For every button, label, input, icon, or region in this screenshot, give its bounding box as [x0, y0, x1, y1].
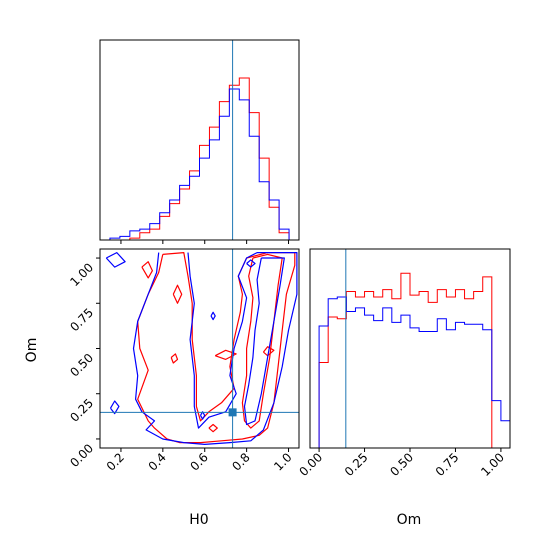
red-contour-3	[141, 261, 153, 279]
contour-xtick-label: 0.2	[104, 450, 127, 473]
contour-xtick-label: 0.8	[229, 450, 252, 473]
contour-xtick-label: 0.4	[146, 450, 169, 473]
red-contour-4	[172, 284, 183, 304]
red-contour-5	[170, 353, 179, 364]
blue-contour-9	[132, 252, 298, 445]
om-histogram-panel: 0.00 0.25 0.50 0.75 1.00	[296, 248, 511, 479]
contour-ytick-label: 0.00	[67, 441, 96, 470]
blue-contour-12	[109, 400, 120, 415]
contour-ytick-label: 0.50	[67, 351, 96, 380]
h0-om-contour-panel: 0.2 0.4 0.6 0.8 1.0 0.00 0.25 0.50 0.75 1.00	[67, 248, 300, 474]
blue-contour-14	[210, 311, 216, 321]
red-contour-2	[241, 253, 283, 429]
contour-lines	[105, 252, 298, 445]
red-contour-6	[214, 349, 237, 360]
contour-ytick-label: 0.25	[67, 396, 96, 425]
contour-ytick-label: 1.00	[67, 260, 96, 289]
x-axis-label-om: Om	[397, 512, 422, 528]
blue-contour-15	[246, 259, 256, 268]
truth-marker	[228, 408, 237, 417]
blue-contour-11	[105, 252, 126, 268]
om-hist-frame	[309, 248, 511, 449]
x-axis-label-h0: H0	[189, 512, 208, 528]
blue-contour-10	[243, 257, 285, 426]
red-contour-7	[262, 346, 275, 357]
contour-ytick-label: 0.75	[67, 305, 96, 334]
om-hist-xtick-label: 0.50	[387, 450, 416, 479]
h0-hist-series-1	[100, 77, 299, 241]
contour-xtick-label: 0.6	[187, 450, 210, 473]
contour-xtick-label: 1.0	[271, 450, 294, 473]
contour-frame	[99, 248, 300, 449]
om-hist-xtick-label: 0.25	[342, 450, 371, 479]
om-hist-xtick-label: 0.75	[433, 450, 462, 479]
red-contour-1	[137, 252, 296, 444]
y-axis-label-om: Om	[24, 338, 40, 363]
blue-contour-13	[199, 411, 206, 420]
om-hist-series-1	[310, 272, 510, 449]
h0-histogram-panel	[99, 39, 300, 244]
h0-hist-frame	[99, 39, 300, 241]
om-hist-series-2	[310, 296, 511, 449]
h0-hist-series-2	[100, 88, 299, 241]
om-hist-xtick-label: 0.00	[296, 450, 325, 479]
om-hist-xtick-label: 1.00	[478, 450, 507, 479]
red-contour-8	[208, 423, 218, 433]
